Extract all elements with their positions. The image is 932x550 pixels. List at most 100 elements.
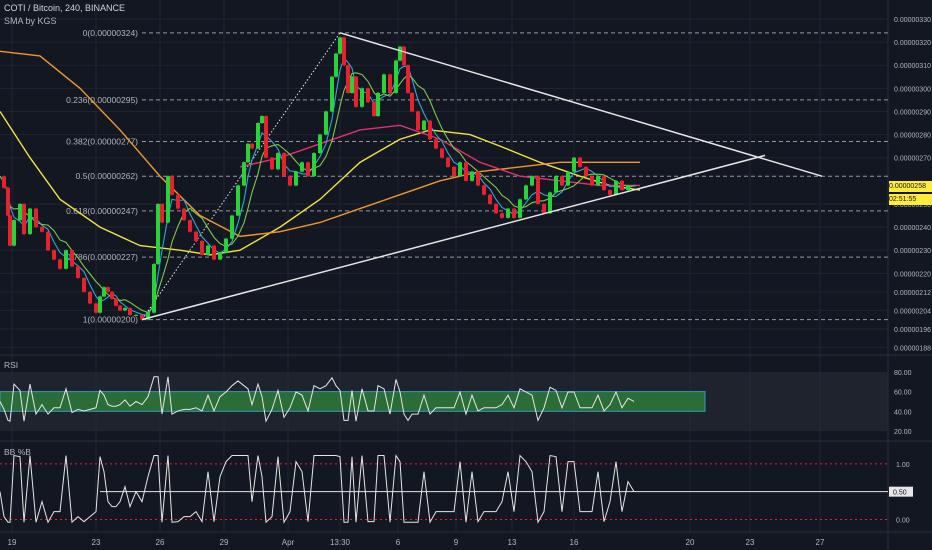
candle-body	[518, 199, 522, 218]
candle-body	[88, 291, 92, 304]
candle-body	[334, 53, 338, 77]
rsi-title: RSI	[4, 360, 19, 370]
price-tick-label: 0.00000300	[894, 86, 931, 93]
candle-body	[402, 46, 406, 66]
candle-body	[548, 192, 552, 214]
candle-body	[560, 176, 564, 186]
candle-body	[446, 157, 450, 167]
fib-label: 0.5(0.00000262)	[76, 171, 139, 181]
candle-body	[123, 308, 127, 311]
bb-tick-label: 1.00	[896, 462, 910, 469]
candle-body	[12, 220, 16, 246]
price-tick-label: 0.00000270	[894, 156, 931, 163]
candle-body	[264, 116, 268, 158]
rsi-tick-label: 20.00	[894, 429, 912, 436]
candle-body	[34, 208, 38, 228]
candle-body	[160, 203, 164, 223]
candle-body	[572, 157, 576, 172]
candle-body	[416, 111, 420, 130]
candle-body	[256, 123, 260, 149]
candle-body	[338, 37, 342, 54]
candle-body	[152, 264, 156, 313]
candle-body	[170, 176, 174, 195]
candle-body	[110, 291, 114, 299]
fib-label: 0.236(0.00000295)	[66, 95, 138, 105]
candle-body	[118, 305, 122, 311]
candlesticks	[2, 36, 636, 321]
candle-body	[194, 231, 198, 241]
candle-body	[506, 208, 510, 218]
last-price-bg	[889, 181, 932, 192]
trendline	[141, 154, 766, 321]
candle-body	[270, 157, 274, 170]
candle-body	[464, 162, 468, 181]
candle-body	[318, 134, 322, 154]
candle-body	[28, 208, 32, 235]
candle-body	[282, 153, 286, 177]
fib-label: 0.382(0.00000277)	[66, 137, 138, 147]
candle-body	[614, 180, 618, 195]
price-tick-label: 0.00000310	[894, 63, 931, 70]
candle-body	[596, 176, 600, 186]
candle-body	[176, 194, 180, 209]
candle-body	[542, 203, 546, 214]
candle-body	[22, 203, 26, 235]
candle-body	[146, 312, 150, 320]
time-tick-label: 27	[816, 538, 825, 547]
chart-title: COTI / Bitcoin, 240, BINANCE	[4, 3, 126, 13]
price-tick-label: 0.00000330	[894, 17, 931, 24]
fib-label: 0.786(0.00000227)	[66, 252, 138, 262]
time-tick-label: 13	[508, 538, 517, 547]
bb-title: BB %B	[4, 447, 31, 457]
countdown-bg	[889, 194, 932, 205]
candle-body	[260, 116, 264, 124]
candle-body	[346, 65, 350, 93]
candle-body	[64, 250, 68, 269]
time-tick-label: 9	[454, 538, 459, 547]
candle-body	[620, 180, 624, 191]
fib-label: 0.618(0.00000247)	[66, 206, 138, 216]
candle-body	[6, 187, 10, 216]
time-tick-label: 19	[8, 538, 17, 547]
price-tick-label: 0.00000320	[894, 40, 931, 47]
time-tick-label: 23	[92, 538, 101, 547]
candle-body	[488, 194, 492, 204]
candle-body	[366, 88, 370, 103]
candle-body	[530, 176, 534, 186]
candle-body	[398, 46, 402, 61]
candle-body	[482, 185, 486, 195]
candle-body	[166, 176, 170, 223]
time-tick-label: 23	[746, 538, 755, 547]
candle-body	[554, 176, 558, 193]
bb-tick-label: 0.00	[896, 517, 910, 524]
candle-body	[410, 92, 414, 112]
time-tick-label: 16	[570, 538, 579, 547]
candle-body	[246, 143, 250, 163]
countdown-value: 02:51:55	[889, 196, 917, 203]
candle-body	[276, 153, 280, 170]
price-tick-label: 0.00000250	[894, 202, 931, 209]
candle-body	[584, 166, 588, 177]
candle-body	[372, 102, 376, 117]
candle-body	[500, 213, 504, 218]
time-tick-label: 13:30	[330, 538, 351, 547]
ma-line-yellow	[0, 111, 641, 256]
candle-body	[98, 296, 102, 313]
candle-body	[632, 185, 636, 187]
candle-body	[224, 238, 228, 253]
candle-body	[382, 74, 386, 93]
last-price-tag: 0.00000258	[887, 181, 930, 192]
price-tick-label: 0.00000188	[894, 345, 931, 352]
candle-body	[8, 215, 12, 246]
candle-body	[428, 120, 432, 140]
time-tick-label: 6	[396, 538, 401, 547]
candle-body	[566, 171, 570, 186]
price-tick-label: 0.00000240	[894, 225, 931, 232]
candle-body	[94, 303, 98, 313]
candle-body	[106, 287, 110, 292]
candle-body	[602, 176, 606, 191]
price-tick-label: 0.00000196	[894, 327, 931, 334]
candle-body	[494, 203, 498, 214]
